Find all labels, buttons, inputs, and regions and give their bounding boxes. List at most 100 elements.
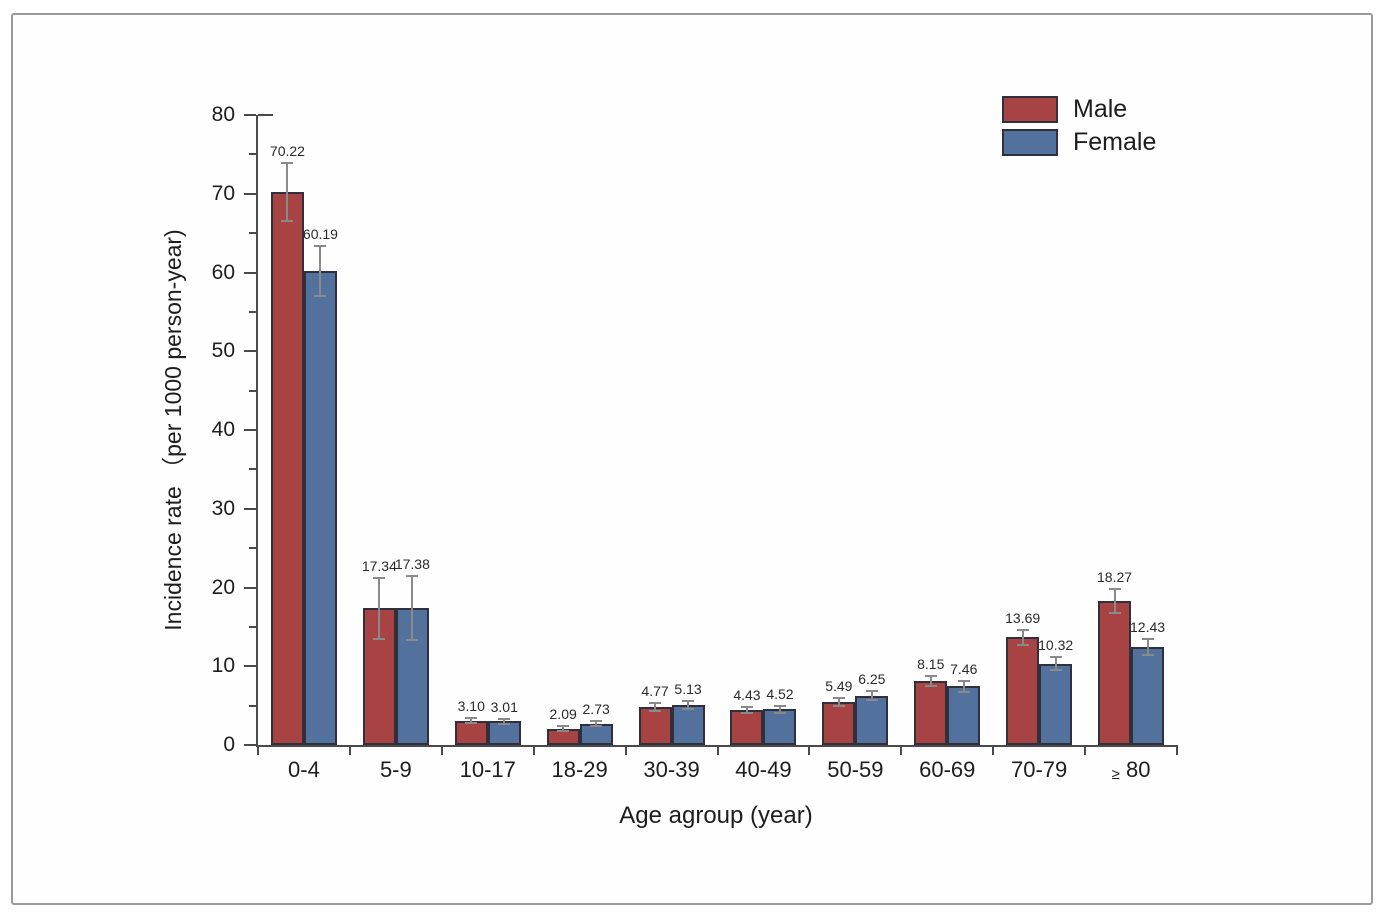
error-bar-cap-top [649,702,662,705]
y-tick-label: 40 [211,418,235,441]
value-label-male-0-4: 70.22 [269,142,305,159]
y-tick-label: 10 [211,654,235,678]
value-label-male-50-59: 5.49 [825,677,853,694]
x-tick-label: 18-29 [551,757,608,782]
geq-symbol: ≥ [1111,766,1120,783]
error-bar-male [654,703,657,712]
error-bar-female [870,691,873,701]
error-bar-female [1146,639,1149,655]
y-tick-label: 20 [211,575,235,599]
y-major-tick [244,192,256,195]
error-bar-cap-top [314,244,327,247]
x-tick [1084,745,1087,755]
error-bar-cap-top [773,705,786,708]
bar-female-5-9 [395,608,429,745]
error-bar-cap-top [498,717,511,720]
error-bar-cap-top [1108,588,1121,591]
bar-female-60-69 [947,686,981,745]
error-bar-male [286,162,289,222]
error-bar-cap-bottom [557,729,570,732]
error-bar-cap-top [373,576,386,579]
x-tick-label: 70-79 [1011,757,1068,782]
y-tick-label: 70 [211,181,235,205]
x-tick-label: 60-69 [919,757,976,782]
error-bar-male [1021,629,1024,645]
bar-female-50-59 [855,695,889,745]
error-bar-cap-bottom [924,684,937,687]
error-bar-female [778,706,781,713]
error-bar-cap-bottom [498,723,511,726]
error-bar-male [378,577,381,640]
value-label-female-≥ 80: 12.43 [1130,619,1166,636]
error-bar-female [687,700,690,709]
value-label-female-18-29: 2.73 [582,701,610,718]
value-label-male-≥ 80: 18.27 [1097,569,1133,586]
x-tick [1176,745,1178,755]
error-bar-female [411,575,414,641]
error-bar-cap-bottom [314,295,327,298]
value-label-male-5-9: 17.34 [361,557,397,574]
x-tick [348,745,351,755]
x-axis-title: Age agroup (year) [619,802,813,829]
value-label-male-18-29: 2.09 [549,706,577,723]
legend-label-male: Male [1073,94,1128,123]
bar-male-50-59 [822,701,856,745]
error-bar-female [503,718,506,725]
error-bar-cap-top [957,679,970,682]
error-bar-male [562,726,565,731]
value-label-male-30-39: 4.77 [641,683,669,700]
error-bar-cap-bottom [1016,643,1029,646]
error-bar-cap-bottom [957,690,970,693]
y-minor-tick [249,468,256,471]
x-tick [900,745,903,755]
error-bar-cap-bottom [406,639,419,642]
error-bar-male [745,707,748,713]
x-tick [624,745,627,755]
error-bar-male [470,717,473,724]
y-tick-label: 30 [211,496,235,520]
value-label-female-0-4: 60.19 [302,225,338,242]
error-bar-cap-bottom [832,704,845,707]
error-bar-female [1054,657,1057,671]
error-bar-cap-top [924,675,937,678]
x-tick [992,745,995,755]
bar-male-≥ 80 [1098,601,1132,745]
value-label-male-40-49: 4.43 [733,687,761,704]
error-bar-cap-top [557,725,570,728]
y-tick-label: 50 [211,339,235,363]
y-tick-label: 0 [223,733,235,756]
error-bar-cap-bottom [682,707,695,710]
value-label-female-40-49: 4.52 [766,686,794,703]
x-tick-label: 0-4 [288,757,320,782]
error-bar-cap-bottom [773,711,786,714]
x-tick [716,745,719,755]
value-label-female-30-39: 5.13 [674,680,702,697]
legend-label-female: Female [1073,127,1157,156]
bar-male-40-49 [730,710,764,745]
x-tick [532,745,535,755]
error-bar-female [962,680,965,692]
y-minor-tick [249,704,256,707]
error-bar-cap-bottom [373,638,386,641]
y-minor-tick [249,232,256,235]
y-tick-label: 80 [211,103,235,126]
x-tick-label: 40-49 [735,757,792,782]
x-tick [808,745,811,755]
y-major-tick [244,665,256,668]
plot-area: 0 10 20 30 40 50 60 70 80 0-4 5-9 10-17 18-29 30-39 40… [212,103,1178,783]
error-bar-cap-bottom [740,711,753,714]
y-axis-top-cap [258,114,273,116]
bar-male-30-39 [638,707,672,745]
error-bar-cap-top [1141,638,1154,641]
y-major-tick [244,429,256,431]
legend-item-female: Female [1002,127,1156,157]
error-bar-cap-top [865,690,878,693]
y-major-tick [244,271,256,274]
value-label-female-5-9: 17.38 [394,555,430,572]
error-bar-cap-bottom [465,722,478,725]
y-major-tick [244,114,256,116]
error-bar-cap-top [740,706,753,709]
bar-male-60-69 [914,680,948,745]
x-tick-label: ≥ 80 [1111,757,1151,783]
